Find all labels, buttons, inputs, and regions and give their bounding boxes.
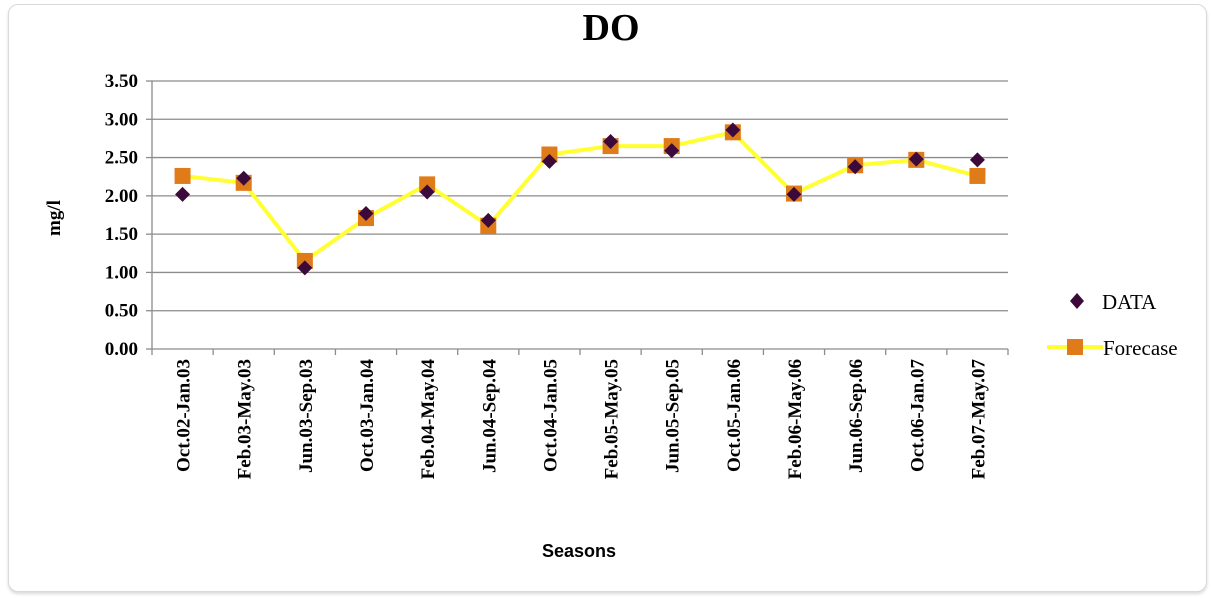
x-tick-label: Feb.03-May.03 xyxy=(235,359,256,479)
x-tick-label: Oct.02-Jan.03 xyxy=(174,359,195,472)
x-tick-label: Feb.05-May.05 xyxy=(602,359,623,479)
x-tick-label: Feb.06-May.06 xyxy=(785,359,806,479)
data-point xyxy=(603,133,619,149)
data-point xyxy=(664,143,680,159)
x-tick-label: Oct.06-Jan.07 xyxy=(907,359,928,472)
forecase-point xyxy=(419,176,436,193)
x-tick-label: Feb.04-May.04 xyxy=(418,359,439,480)
legend-item-data: DATA xyxy=(1070,290,1157,314)
data-point xyxy=(541,153,557,169)
legend-item-forecase: Forecase xyxy=(1047,336,1178,360)
x-tick-label: Feb.07-May.07 xyxy=(968,359,989,480)
y-tick-label: 3.00 xyxy=(105,109,138,130)
y-tick-labels: 0.00 0.50 1.00 1.50 2.00 2.50 3.00 3.50 xyxy=(105,71,138,360)
data-point xyxy=(969,152,985,168)
y-tick-label: 2.00 xyxy=(105,186,138,207)
chart-frame xyxy=(8,4,1207,592)
forecase-point xyxy=(969,167,986,184)
legend-diamond-marker xyxy=(1070,293,1084,309)
x-tick-label: Jun.05-Sep.05 xyxy=(663,359,684,473)
x-tick-label: Oct.03-Jan.04 xyxy=(357,359,378,472)
forecase-point xyxy=(174,167,191,184)
grid xyxy=(146,80,1008,350)
data-point xyxy=(297,260,313,276)
y-tick-label: 1.50 xyxy=(105,224,138,245)
y-tick-label: 2.50 xyxy=(105,148,138,169)
y-tick-label: 0.50 xyxy=(105,301,138,322)
y-axis-label: mg/l xyxy=(44,200,65,236)
legend-label-forecase: Forecase xyxy=(1103,336,1178,360)
data-point xyxy=(480,212,496,228)
forecase-line xyxy=(182,130,978,263)
x-axis-label: Seasons xyxy=(542,541,616,561)
data-point xyxy=(908,151,924,167)
x-tick-label: Jun.06-Sep.06 xyxy=(846,359,867,473)
legend-label-data: DATA xyxy=(1102,290,1157,314)
data-point xyxy=(175,186,191,202)
y-tick-label: 0.00 xyxy=(105,339,138,360)
x-tick-label: Oct.04-Jan.05 xyxy=(540,359,561,472)
x-tick-label: Oct.05-Jan.06 xyxy=(724,359,745,472)
data-point xyxy=(236,170,252,186)
data-point xyxy=(786,186,802,202)
data-point xyxy=(847,159,863,175)
series xyxy=(174,122,986,276)
x-tick-labels: Oct.02-Jan.03 Feb.03-May.03 Jun.03-Sep.03 O… xyxy=(174,359,990,480)
legend: DATA Forecase xyxy=(1047,290,1178,360)
data-point xyxy=(358,205,374,221)
x-tick-label: Jun.04-Sep.04 xyxy=(479,359,500,474)
y-tick-label: 3.50 xyxy=(105,71,138,92)
y-tick-label: 1.00 xyxy=(105,262,138,283)
legend-square-marker xyxy=(1067,339,1083,355)
axes xyxy=(151,81,1009,355)
data-point xyxy=(725,122,741,138)
x-tick-label: Jun.03-Sep.03 xyxy=(296,359,317,473)
data-point xyxy=(419,184,435,200)
chart-title: DO xyxy=(583,7,640,49)
